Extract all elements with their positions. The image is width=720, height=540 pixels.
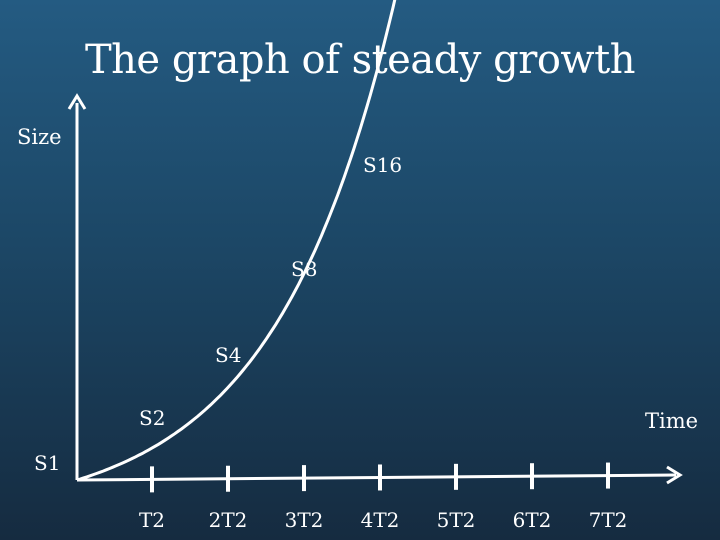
point-label: S1 — [34, 451, 60, 475]
y-axis-arrowhead — [67, 93, 87, 110]
x-tick-label: 4T2 — [361, 508, 400, 532]
x-axis-arrowhead — [666, 465, 683, 485]
growth-curve — [76, 0, 397, 482]
x-tick-label: T2 — [139, 508, 165, 532]
point-labels: S1 S2 S4 S8 S16 — [34, 153, 402, 475]
x-tick-label: 7T2 — [589, 508, 628, 532]
x-axis — [76, 473, 677, 482]
chart-title: The graph of steady growth — [84, 37, 636, 83]
y-axis-label: Size — [17, 125, 62, 149]
x-axis-label: Time — [645, 409, 698, 433]
point-label: S2 — [139, 406, 165, 430]
point-label: S16 — [363, 153, 402, 177]
x-tick-label: 2T2 — [209, 508, 248, 532]
x-tick-label: 5T2 — [437, 508, 476, 532]
x-ticks: T2 2T2 3T2 4T2 5T2 6T2 7T2 — [139, 462, 628, 532]
x-tick-label: 3T2 — [285, 508, 324, 532]
point-label: S8 — [291, 257, 317, 281]
x-tick-label: 6T2 — [513, 508, 552, 532]
point-label: S4 — [215, 343, 241, 367]
